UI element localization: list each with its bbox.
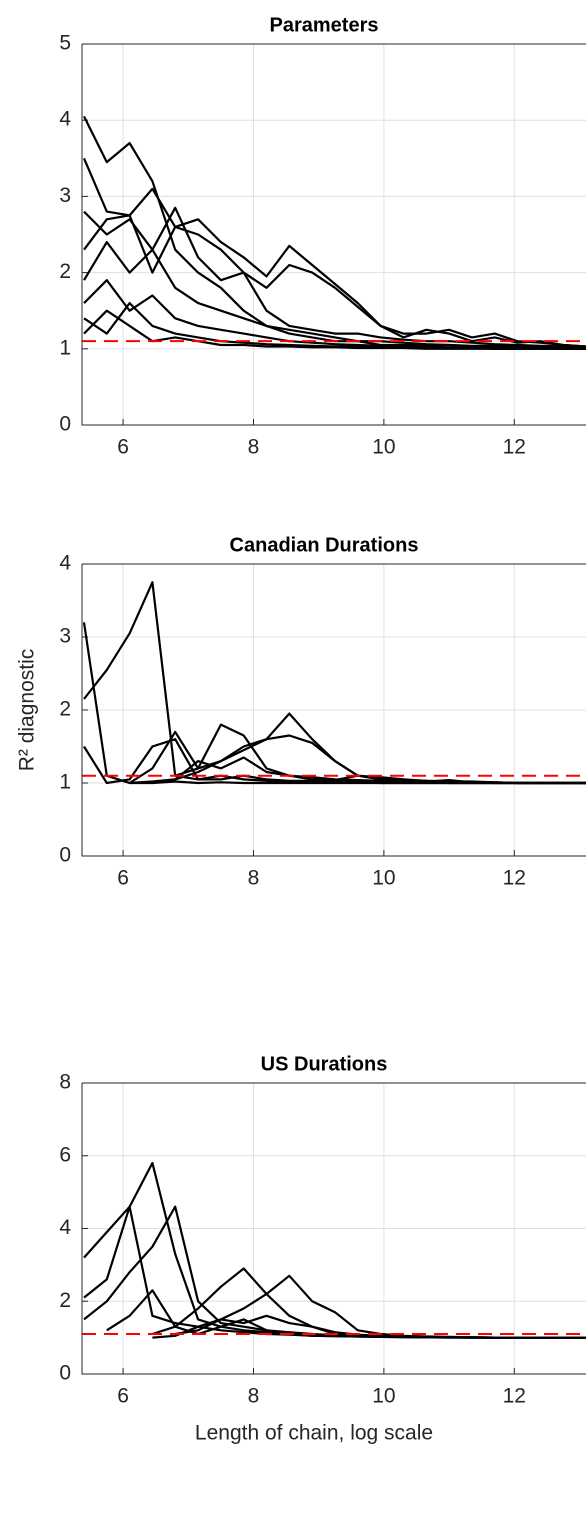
axes-box xyxy=(81,563,586,857)
chart-title: Canadian Durations xyxy=(230,534,419,556)
y-tick-label: 0 xyxy=(59,844,71,867)
series-line xyxy=(83,214,586,349)
x-tick-label: 8 xyxy=(248,1385,260,1408)
y-tick-label: 4 xyxy=(59,108,71,131)
y-tick-label: 2 xyxy=(59,260,71,283)
x-tick-label: 10 xyxy=(372,436,395,459)
series-line xyxy=(82,157,586,348)
x-tick-label: 12 xyxy=(503,436,526,459)
y-tick-label: 5 xyxy=(59,32,71,55)
series-line xyxy=(152,1314,586,1339)
y-tick-label: 4 xyxy=(59,552,71,575)
y-tick-label: 6 xyxy=(59,1143,71,1166)
x-tick-label: 8 xyxy=(248,867,260,890)
x-tick-label: 8 xyxy=(248,436,260,459)
series-line xyxy=(152,712,586,785)
x-tick-label: 6 xyxy=(117,436,129,459)
chart-title: Parameters xyxy=(270,14,379,36)
lines xyxy=(82,581,586,785)
panel: 6 8 10 12 0 2 4 6 8 US Durations Length of chain, … xyxy=(59,1053,586,1445)
series-line xyxy=(83,581,586,785)
series-line xyxy=(129,723,586,785)
y-tick-label: 0 xyxy=(59,413,71,436)
y-tick-label: 3 xyxy=(59,625,71,648)
y-tick-label: 1 xyxy=(59,771,71,794)
y-tick-label: 8 xyxy=(59,1071,71,1094)
y-tick-label: 0 xyxy=(59,1362,71,1385)
axes-box xyxy=(81,43,586,426)
x-tick-label: 6 xyxy=(117,1385,129,1408)
x-tick-label: 6 xyxy=(117,867,129,890)
lines xyxy=(83,1161,586,1339)
x-tick-label: 10 xyxy=(372,1385,395,1408)
y-axis-label: R² diagnostic xyxy=(16,649,39,772)
series-line xyxy=(83,206,586,348)
x-tick-label: 12 xyxy=(503,1385,526,1408)
y-tick-label: 3 xyxy=(59,184,71,207)
chart-title: US Durations xyxy=(261,1053,388,1075)
y-tick-label: 2 xyxy=(59,1289,71,1312)
series-line xyxy=(83,241,586,350)
y-tick-label: 2 xyxy=(59,698,71,721)
y-tick-label: 4 xyxy=(59,1216,71,1239)
series-line xyxy=(83,1205,586,1339)
x-tick-label: 10 xyxy=(372,867,395,890)
lines xyxy=(82,115,586,350)
series-line xyxy=(83,115,586,350)
axes-box xyxy=(81,1082,586,1375)
x-axis-label: Length of chain, log scale xyxy=(195,1422,433,1445)
x-tick-label: 12 xyxy=(503,867,526,890)
series-line xyxy=(83,309,586,350)
y-tick-label: 1 xyxy=(59,336,71,359)
